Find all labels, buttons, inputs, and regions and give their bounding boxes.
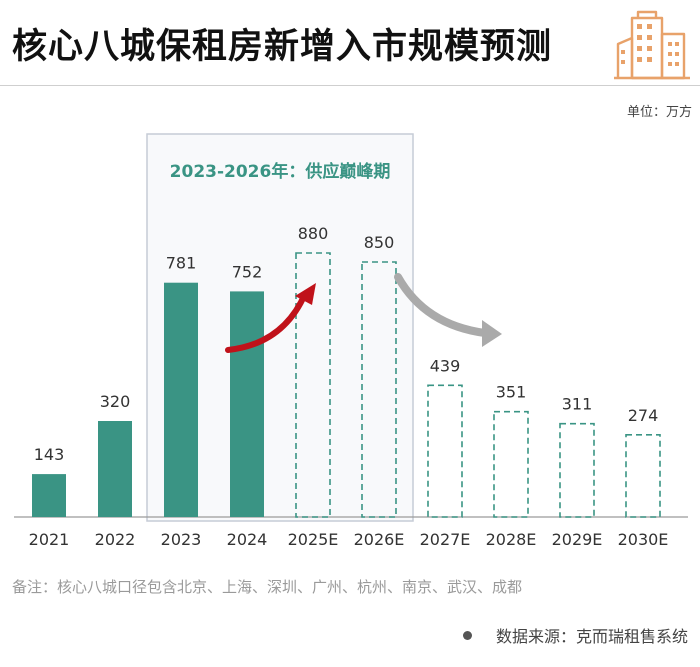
bar-2029E xyxy=(559,422,595,518)
tick-label-2027E: 2027E xyxy=(420,530,471,549)
data-label-2028E: 351 xyxy=(496,383,527,402)
bar-chart: 2023-2026年：供应巅峰期 143 2021 320 2022 781 2023 752… xyxy=(14,133,688,549)
header-divider xyxy=(0,85,700,86)
tick-label-2022: 2022 xyxy=(95,530,136,549)
tick-label-2029E: 2029E xyxy=(552,530,603,549)
data-label-2024: 752 xyxy=(232,262,263,281)
page-title: 核心八城保租房新增入市规模预测 xyxy=(12,27,553,67)
data-label-2026E: 850 xyxy=(364,233,395,252)
unit-label: 单位：万方 xyxy=(626,105,692,120)
tick-label-2030E: 2030E xyxy=(618,530,669,549)
tick-label-2026E: 2026E xyxy=(354,530,405,549)
bar-2028E xyxy=(493,410,529,518)
rise-arrow xyxy=(225,291,308,353)
tick-label-2025E: 2025E xyxy=(288,530,339,549)
bar-2030E xyxy=(625,433,661,518)
data-label-2023: 781 xyxy=(166,254,197,273)
bar-2027E xyxy=(427,384,463,518)
bar-2024 xyxy=(230,291,264,517)
bar-2025E xyxy=(295,252,331,518)
tick-label-2021: 2021 xyxy=(29,530,70,549)
rise-arrowhead xyxy=(295,283,316,305)
data-label-2022: 320 xyxy=(100,392,131,411)
bar-2021 xyxy=(32,474,66,517)
bar-2022 xyxy=(98,421,132,517)
bar-2026E xyxy=(361,261,397,518)
tick-label-2023: 2023 xyxy=(161,530,202,549)
footnote: 备注：核心八城口径包含北京、上海、深圳、广州、杭州、南京、武汉、成都 xyxy=(12,578,523,596)
bar-2023 xyxy=(164,282,198,517)
data-source-text: 数据来源：克而瑞租售系统 xyxy=(495,627,688,646)
decline-arrowhead xyxy=(482,320,502,347)
tick-label-2028E: 2028E xyxy=(486,530,537,549)
decline-arrow xyxy=(394,273,489,337)
annotation-label: 2023-2026年：供应巅峰期 xyxy=(170,161,391,182)
data-label-2030E: 274 xyxy=(628,406,659,425)
data-label-2027E: 439 xyxy=(430,356,461,375)
bullet-dot xyxy=(462,631,472,640)
building-icon xyxy=(614,10,690,80)
data-source: 数据来源：克而瑞租售系统 xyxy=(462,623,688,647)
data-label-2021: 143 xyxy=(34,445,65,464)
data-label-2029E: 311 xyxy=(562,395,593,414)
data-label-2025E: 880 xyxy=(298,224,329,243)
tick-label-2024: 2024 xyxy=(227,530,268,549)
